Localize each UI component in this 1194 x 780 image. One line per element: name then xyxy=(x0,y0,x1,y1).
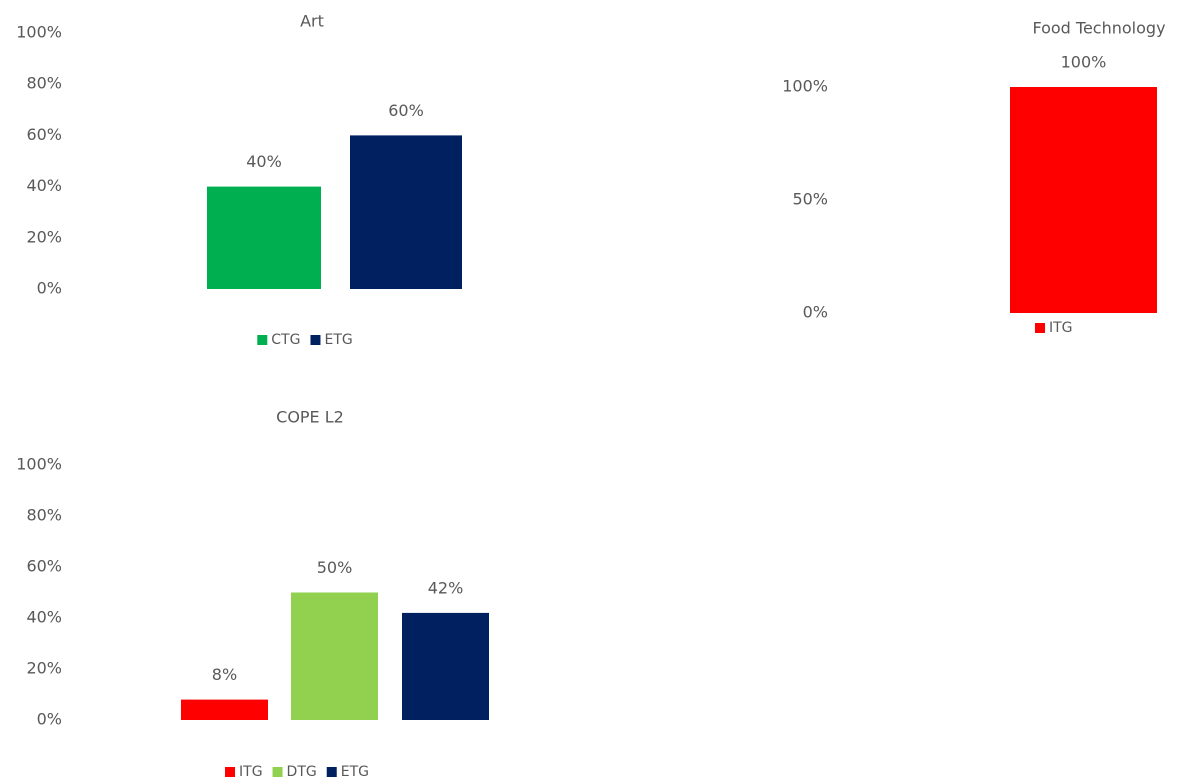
legend-swatch xyxy=(326,767,337,777)
bar xyxy=(350,135,462,289)
chart-title: Art xyxy=(300,12,324,31)
data-label: 50% xyxy=(317,558,353,577)
data-label: 100% xyxy=(1061,53,1107,72)
bar xyxy=(207,186,321,289)
bar xyxy=(1010,87,1157,313)
data-label: 42% xyxy=(428,578,464,597)
chart-title: Food Technology xyxy=(1032,19,1165,38)
legend-label: CTG xyxy=(271,332,300,348)
chart-title: COPE L2 xyxy=(276,408,344,427)
y-tick-label: 100% xyxy=(782,77,828,96)
y-tick-label: 40% xyxy=(26,176,62,195)
legend-swatch xyxy=(225,767,236,777)
legend-label: ITG xyxy=(239,764,263,780)
y-tick-label: 0% xyxy=(37,279,62,298)
bar xyxy=(402,612,489,720)
legend-label: ETG xyxy=(324,332,352,348)
y-tick-label: 60% xyxy=(26,557,62,576)
y-tick-label: 20% xyxy=(26,227,62,246)
legend-swatch xyxy=(272,767,283,777)
y-tick-label: 0% xyxy=(803,303,828,322)
legend-label: DTG xyxy=(287,764,317,780)
legend-swatch xyxy=(310,335,321,345)
data-label: 8% xyxy=(212,665,237,684)
y-tick-label: 80% xyxy=(26,74,62,93)
y-tick-label: 40% xyxy=(26,608,62,627)
legend-label: ETG xyxy=(341,764,369,780)
data-label: 60% xyxy=(388,101,424,120)
data-label: 40% xyxy=(246,152,282,171)
y-tick-label: 50% xyxy=(792,190,828,209)
legend-swatch xyxy=(257,335,268,345)
y-tick-label: 100% xyxy=(16,455,62,474)
y-tick-label: 100% xyxy=(16,23,62,42)
y-tick-label: 60% xyxy=(26,125,62,144)
legend-swatch xyxy=(1035,323,1045,333)
y-tick-label: 0% xyxy=(37,710,62,729)
legend-label: ITG xyxy=(1049,320,1073,336)
y-tick-label: 80% xyxy=(26,506,62,525)
bar xyxy=(291,592,378,720)
y-tick-label: 20% xyxy=(26,659,62,678)
bar xyxy=(181,699,268,720)
